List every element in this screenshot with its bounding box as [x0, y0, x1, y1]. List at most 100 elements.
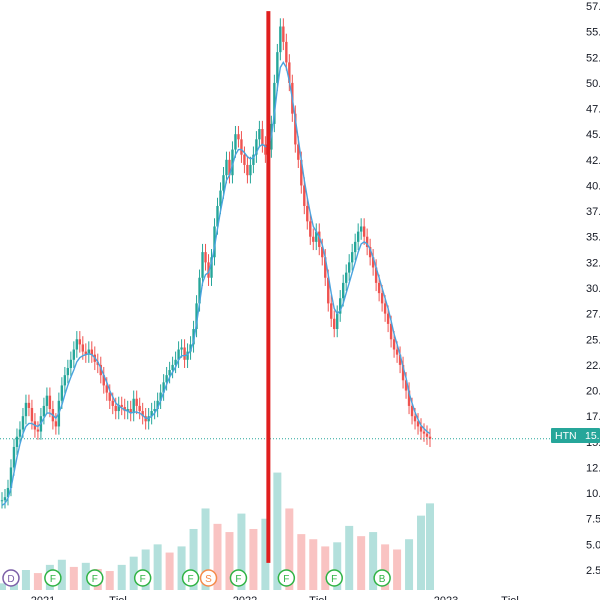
candle-body [42, 405, 46, 417]
event-marker-circle[interactable] [325, 569, 343, 587]
candle-body [380, 293, 384, 304]
candle-body [132, 398, 135, 414]
volume-bar [426, 503, 434, 590]
candle-body [303, 185, 306, 206]
candle-body [300, 159, 303, 186]
x-tick-label: 2022 [233, 595, 257, 600]
candle-body [389, 323, 393, 340]
event-marker[interactable]: F [229, 569, 248, 587]
event-marker-circle[interactable] [181, 569, 200, 587]
y-tick-label: 20. [586, 386, 600, 398]
candle-body [231, 149, 234, 176]
event-marker-label: F [50, 574, 56, 585]
volume-bar [405, 539, 414, 590]
candle-body [362, 226, 366, 237]
event-marker-circle[interactable] [199, 569, 218, 587]
event-marker[interactable]: F [86, 569, 104, 587]
candle-body [249, 164, 252, 176]
volume-bar [297, 534, 306, 590]
event-marker-circle[interactable] [44, 569, 62, 587]
event-marker-circle[interactable] [277, 569, 296, 587]
candle-body [413, 416, 417, 422]
x-tick-label: 2023 [434, 595, 458, 600]
volume-bar [129, 556, 138, 590]
candle-body [111, 400, 114, 406]
event-marker-circle[interactable] [373, 569, 391, 587]
volume-bar [57, 559, 66, 590]
candle-body [258, 129, 261, 140]
candle-body [186, 351, 189, 360]
candle-body [171, 364, 174, 371]
candle-body [153, 409, 156, 412]
candle-body [54, 421, 58, 427]
candle-body [99, 364, 102, 376]
volume-bar [177, 546, 186, 590]
event-marker[interactable]: B [373, 569, 391, 587]
volume-bar [201, 508, 210, 590]
candle-body [69, 359, 73, 368]
candle-body [336, 313, 339, 330]
candle-body [0, 500, 4, 502]
volume-bar [249, 528, 258, 590]
candle-body [404, 380, 408, 391]
event-marker[interactable]: F [181, 569, 200, 587]
y-tick-label: 2.5 [586, 565, 600, 577]
event-marker-circle[interactable] [2, 569, 20, 587]
event-marker[interactable]: F [325, 569, 343, 587]
x-tick-label: Tjel [309, 595, 327, 600]
event-marker[interactable]: S [199, 569, 218, 587]
candle-body [21, 416, 25, 430]
candle-body [12, 446, 16, 468]
volume-bar [285, 508, 294, 590]
candle-body [344, 272, 348, 283]
candle-body [6, 487, 10, 498]
candle-body [165, 375, 168, 383]
candle-body [87, 349, 90, 355]
price-label: HTN 15. [551, 428, 600, 443]
price-axis[interactable]: 57. 55. 52. 50. 47. 45. 42. 40. 37. 35. 32. 30. 27. 2… [586, 1, 600, 577]
candle-body [243, 154, 246, 165]
event-marker-label: F [92, 574, 98, 585]
candle-body [371, 257, 375, 268]
volume-bar [105, 571, 114, 590]
event-marker[interactable]: F [44, 569, 62, 587]
candle-body [255, 139, 258, 155]
event-marker[interactable]: F [277, 569, 296, 587]
candle-body [342, 282, 345, 299]
candle-body [9, 467, 13, 488]
volume-bar [237, 513, 246, 590]
y-tick-label: 35. [586, 232, 600, 244]
event-marker[interactable]: F [133, 569, 152, 587]
event-marker-circle[interactable] [133, 569, 152, 587]
candle-body [180, 347, 183, 350]
volume-bar [0, 583, 6, 590]
event-marker[interactable]: D [2, 569, 20, 587]
candle-body [213, 226, 216, 258]
candle-body [294, 113, 297, 145]
candle-body [356, 231, 360, 242]
event-marker-circle[interactable] [229, 569, 248, 587]
y-tick-label: 22. [586, 360, 600, 372]
candle-body [339, 298, 342, 314]
y-tick-label: 30. [586, 283, 600, 295]
candle-body [425, 433, 429, 437]
candle-body [410, 405, 414, 417]
candle-body [228, 159, 231, 176]
candle-body [392, 339, 396, 350]
candle-body [428, 436, 432, 439]
event-marker-circle[interactable] [86, 569, 104, 587]
candle-body [60, 385, 64, 401]
candle-body [327, 277, 330, 304]
candle-body [237, 134, 240, 140]
candle-body [318, 231, 321, 247]
candle-body [150, 411, 153, 417]
candle-body [135, 398, 138, 406]
candle-body [321, 246, 324, 258]
time-axis[interactable]: 2021 Tjel 2022 Tjel 2023 Tjel [31, 595, 519, 600]
candle-body [288, 62, 291, 83]
volume-bar [309, 539, 318, 590]
volume-bar [69, 566, 78, 590]
candle-body [383, 303, 387, 314]
